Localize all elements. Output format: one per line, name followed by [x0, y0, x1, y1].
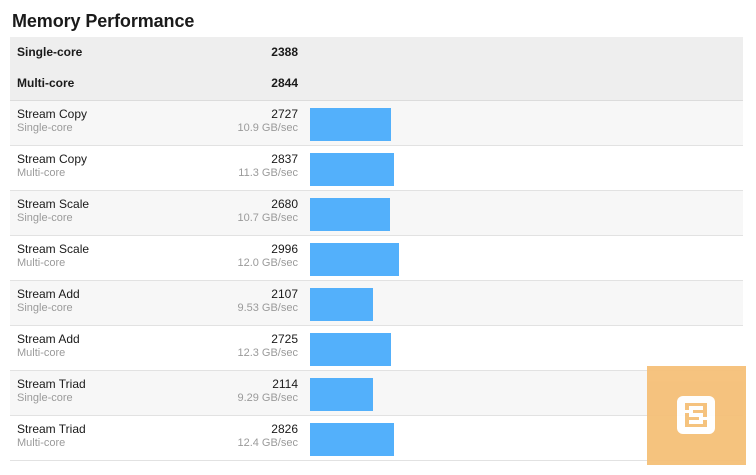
test-rate: 9.29 GB/sec: [237, 392, 298, 404]
page-title: Memory Performance: [12, 11, 195, 31]
test-name: Stream Triad: [17, 377, 86, 391]
score-bar: [310, 243, 399, 276]
test-name: Stream Scale: [17, 197, 90, 211]
summary-section: Single-core 2388 Multi-core 2844: [10, 37, 743, 101]
score-bar: [310, 378, 373, 411]
score-bar: [310, 333, 391, 366]
test-rate: 11.3 GB/sec: [238, 167, 298, 179]
logo-watermark-icon: [677, 396, 715, 434]
score-bar: [310, 423, 394, 456]
summary-score: 2844: [271, 76, 298, 90]
table-row: Stream Triad Single-core 2114 9.29 GB/se…: [10, 371, 743, 416]
table-row: Stream Triad Multi-core 2826 12.4 GB/sec: [10, 416, 743, 461]
test-score: 2826: [271, 422, 298, 436]
test-rate: 12.4 GB/sec: [237, 437, 298, 449]
table-row: Stream Scale Single-core 2680 10.7 GB/se…: [10, 191, 743, 236]
test-score: 2727: [271, 107, 298, 121]
table-row: Stream Add Multi-core 2725 12.3 GB/sec: [10, 326, 743, 371]
test-score: 2725: [271, 332, 298, 346]
test-mode: Single-core: [17, 122, 73, 134]
summary-score: 2388: [271, 45, 298, 59]
test-name: Stream Add: [17, 332, 80, 346]
test-name: Stream Scale: [17, 242, 90, 256]
test-rate: 10.7 GB/sec: [237, 212, 298, 224]
test-rate: 9.53 GB/sec: [237, 302, 298, 314]
test-mode: Multi-core: [17, 347, 66, 359]
test-score: 2996: [271, 242, 298, 256]
test-mode: Multi-core: [17, 257, 66, 269]
test-score: 2114: [272, 377, 298, 391]
test-name: Stream Add: [17, 287, 80, 301]
test-mode: Multi-core: [17, 437, 66, 449]
test-name: Stream Copy: [17, 107, 88, 121]
summary-row-single-core: Single-core 2388: [10, 43, 743, 63]
score-bar: [310, 108, 391, 141]
logo-watermark: [647, 366, 746, 465]
test-rate: 12.0 GB/sec: [237, 257, 298, 269]
test-mode: Single-core: [17, 302, 73, 314]
test-mode: Single-core: [17, 392, 73, 404]
test-rows: Stream Copy Single-core 2727 10.9 GB/sec…: [10, 101, 743, 461]
score-bar: [310, 288, 373, 321]
test-rate: 12.3 GB/sec: [237, 347, 298, 359]
test-score: 2837: [271, 152, 298, 166]
test-mode: Single-core: [17, 212, 73, 224]
test-score: 2680: [271, 197, 298, 211]
test-name: Stream Copy: [17, 152, 88, 166]
table-row: Stream Scale Multi-core 2996 12.0 GB/sec: [10, 236, 743, 281]
summary-row-multi-core: Multi-core 2844: [10, 74, 743, 94]
test-rate: 10.9 GB/sec: [237, 122, 298, 134]
table-row: Stream Copy Multi-core 2837 11.3 GB/sec: [10, 146, 743, 191]
table-row: Stream Copy Single-core 2727 10.9 GB/sec: [10, 101, 743, 146]
summary-label: Multi-core: [17, 76, 75, 90]
score-bar: [310, 153, 394, 186]
score-bar: [310, 198, 390, 231]
memory-performance-table: Single-core 2388 Multi-core 2844 Stream …: [10, 37, 743, 461]
table-row: Stream Add Single-core 2107 9.53 GB/sec: [10, 281, 743, 326]
test-mode: Multi-core: [17, 167, 66, 179]
summary-label: Single-core: [17, 45, 83, 59]
test-score: 2107: [271, 287, 298, 301]
test-name: Stream Triad: [17, 422, 86, 436]
